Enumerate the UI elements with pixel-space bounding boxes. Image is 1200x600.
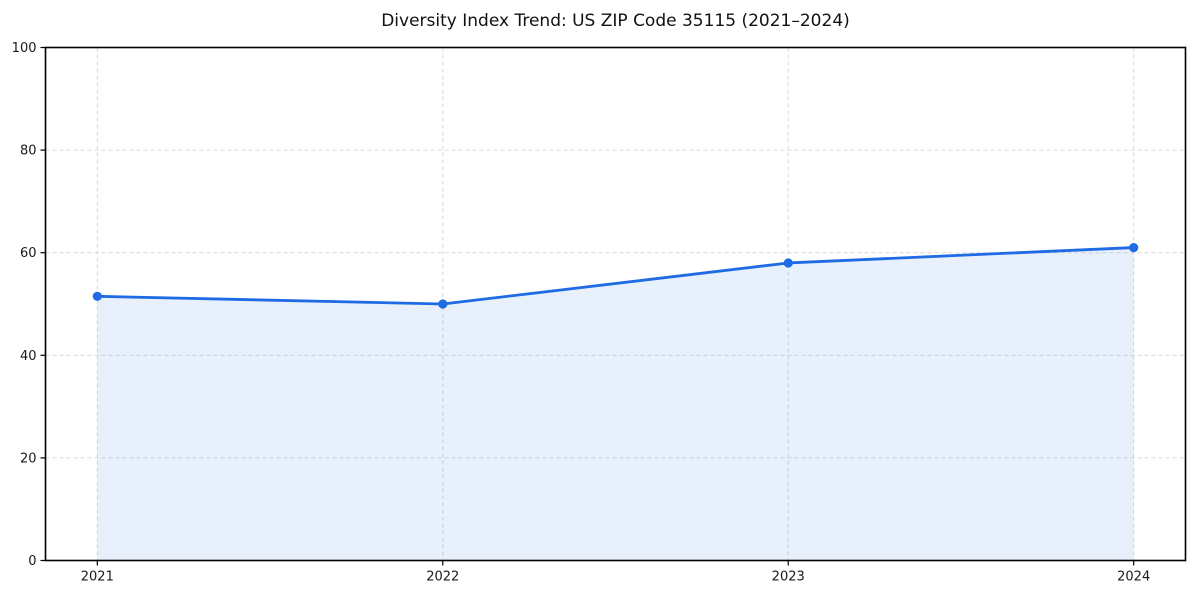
x-tick-label: 2023: [772, 570, 805, 585]
y-tick-label: 80: [20, 144, 37, 159]
x-tick-label: 2024: [1117, 570, 1150, 585]
plot-background: [45, 47, 1186, 561]
trend-line: [95, 246, 1136, 306]
area-fill: [97, 247, 1134, 561]
data-point-marker: [783, 258, 793, 268]
y-tick-label: 60: [20, 246, 37, 261]
chart-title: Diversity Index Trend: US ZIP Code 35115…: [381, 11, 850, 31]
data-point-marker: [92, 291, 102, 301]
data-point-marker: [438, 299, 448, 309]
data-point-marker: [1129, 242, 1139, 253]
axes-frame: [44, 46, 1187, 562]
y-tick-label: 100: [12, 41, 37, 56]
x-tick-label: 2021: [81, 570, 114, 585]
y-tick-label: 40: [20, 349, 37, 364]
x-tick-label: 2022: [426, 570, 459, 585]
y-tick-label: 20: [20, 451, 37, 466]
y-tick-label: 0: [28, 554, 36, 569]
